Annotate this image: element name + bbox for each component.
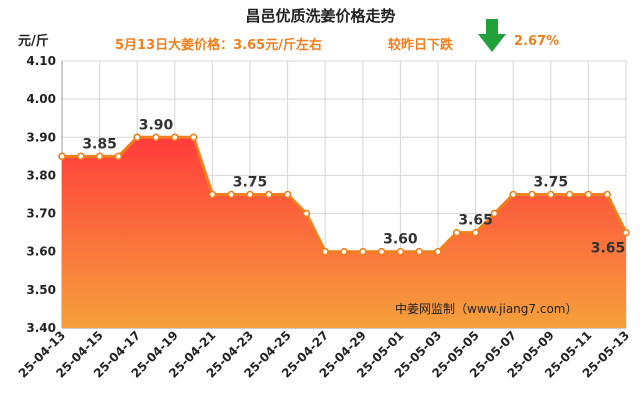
down-arrow-icon — [478, 19, 506, 52]
data-point — [396, 247, 405, 256]
data-point — [264, 190, 273, 199]
data-point — [434, 247, 442, 256]
y-tick-label: 4.10 — [26, 54, 56, 68]
data-point — [133, 133, 141, 142]
chart-title: 昌邑优质洗姜价格走势 — [245, 7, 396, 25]
data-point — [77, 152, 85, 161]
y-tick-label: 4.00 — [26, 92, 56, 106]
data-point — [189, 133, 198, 142]
data-point — [471, 228, 480, 237]
data-points — [58, 133, 630, 256]
change-label: 较昨日下跌 — [388, 38, 454, 53]
data-point — [584, 190, 593, 199]
data-label: 3.60 — [383, 232, 418, 248]
data-point — [95, 152, 104, 161]
y-tick-label: 3.50 — [26, 283, 56, 297]
y-tick-label: 3.60 — [26, 245, 56, 259]
data-label: 3.90 — [139, 117, 174, 133]
data-point — [321, 247, 330, 256]
data-point — [283, 190, 292, 199]
x-axis-ticks: 25-04-1325-04-1525-04-1725-04-1925-04-21… — [16, 328, 632, 380]
data-point — [58, 152, 66, 161]
data-label: 3.65 — [458, 213, 493, 229]
data-point — [246, 190, 254, 199]
data-point — [358, 247, 367, 256]
data-label: 3.85 — [82, 136, 117, 152]
change-percent: 2.67% — [514, 34, 560, 49]
data-label: 3.65 — [591, 241, 626, 257]
data-point — [208, 190, 217, 199]
y-axis-label: 元/斤 — [18, 33, 49, 49]
data-point — [114, 152, 123, 161]
data-labels: 3.85 3.90 3.75 3.60 3.65 3.75 3.65 — [82, 117, 625, 256]
watermark: 中姜网监制（www.jiang7.com） — [395, 301, 577, 316]
y-tick-label: 3.70 — [26, 207, 56, 221]
data-label: 3.75 — [233, 175, 268, 191]
data-point — [152, 133, 160, 142]
data-point — [490, 209, 499, 218]
data-point — [415, 247, 424, 256]
y-tick-label: 3.40 — [26, 321, 56, 335]
data-point — [171, 133, 179, 142]
data-point — [509, 190, 518, 199]
data-point — [528, 190, 536, 199]
data-point — [603, 190, 612, 199]
y-tick-label: 3.90 — [26, 130, 56, 144]
y-axis-ticks: 3.40 3.50 3.60 3.70 3.80 3.90 4.00 4.10 — [26, 54, 56, 335]
price-area — [62, 137, 626, 328]
data-point — [340, 247, 348, 256]
data-point — [227, 190, 235, 199]
data-point — [452, 228, 461, 237]
price-subtitle: 5月13日大姜价格：3.65元/斤左右 — [115, 38, 322, 53]
data-label: 3.75 — [534, 175, 569, 191]
data-point — [546, 190, 555, 199]
data-point — [565, 190, 574, 199]
data-point — [302, 209, 311, 218]
y-tick-label: 3.80 — [26, 168, 56, 182]
data-point — [622, 228, 630, 237]
data-point — [377, 247, 386, 256]
